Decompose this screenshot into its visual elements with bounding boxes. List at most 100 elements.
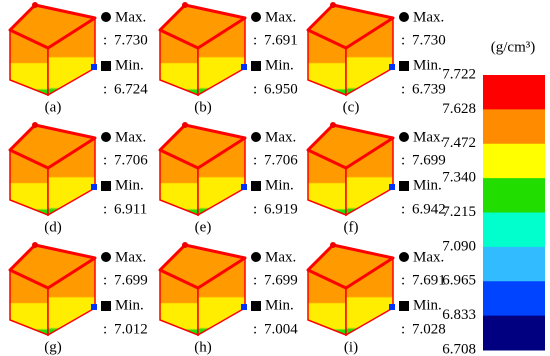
separator: : <box>401 321 405 337</box>
min-label: Min. <box>115 297 144 313</box>
density-shape <box>306 240 397 337</box>
max-value: 7.699 <box>412 152 446 168</box>
max-label: Max. <box>413 249 444 265</box>
density-shape <box>8 240 99 337</box>
min-value: 6.724 <box>114 81 148 97</box>
min-value: 6.739 <box>412 81 446 97</box>
colorbar-tick: 7.722 <box>442 66 476 82</box>
max-marker <box>251 252 261 262</box>
separator: : <box>253 152 257 168</box>
max-label: Max. <box>115 129 146 145</box>
min-label: Min. <box>115 57 144 73</box>
min-value: 6.911 <box>114 201 147 217</box>
colorbar-band <box>483 143 545 179</box>
max-label: Max. <box>115 249 146 265</box>
max-value: 7.691 <box>264 32 298 48</box>
panel-label: (e) <box>195 219 212 235</box>
min-value: 6.950 <box>264 81 298 97</box>
min-value: 7.012 <box>114 321 148 337</box>
max-label: Max. <box>413 9 444 25</box>
separator: : <box>253 32 257 48</box>
separator: : <box>253 321 257 337</box>
colorbar-unit: (g/cm³) <box>491 39 535 55</box>
separator: : <box>401 32 405 48</box>
max-value: 7.699 <box>114 272 148 288</box>
separator: : <box>401 201 405 217</box>
colorbar-tick: 7.340 <box>442 170 476 186</box>
max-marker <box>251 12 261 22</box>
colorbar-tick: 7.472 <box>442 135 476 151</box>
min-label: Min. <box>265 297 294 313</box>
max-label: Max. <box>265 9 296 25</box>
max-value: 7.691 <box>412 272 446 288</box>
max-label: Max. <box>413 129 444 145</box>
min-value: 6.919 <box>264 201 298 217</box>
panel-label: (f) <box>344 219 359 235</box>
colorbar-tick: 7.628 <box>442 101 476 117</box>
colorbar-tick: 6.965 <box>442 273 476 289</box>
separator: : <box>103 152 107 168</box>
min-value: 7.004 <box>264 321 298 337</box>
separator: : <box>401 272 405 288</box>
density-shape <box>158 240 249 337</box>
min-label: Min. <box>115 177 144 193</box>
colorbar-tick: 6.833 <box>442 307 476 323</box>
min-label: Min. <box>413 297 442 313</box>
max-label: Max. <box>115 9 146 25</box>
panel-label: (a) <box>45 99 62 115</box>
min-marker <box>101 301 111 311</box>
separator: : <box>103 321 107 337</box>
min-marker <box>251 181 261 191</box>
colorbar-band <box>483 281 545 317</box>
separator: : <box>253 81 257 97</box>
min-label: Min. <box>265 57 294 73</box>
max-marker <box>101 252 111 262</box>
density-shape <box>8 120 99 217</box>
min-label: Min. <box>413 177 442 193</box>
min-marker <box>399 301 409 311</box>
max-marker <box>101 132 111 142</box>
colorbar-band <box>483 246 545 282</box>
max-marker <box>101 12 111 22</box>
max-label: Max. <box>265 249 296 265</box>
colorbar-band <box>483 178 545 213</box>
separator: : <box>401 152 405 168</box>
separator: : <box>253 272 257 288</box>
density-shape <box>306 0 397 97</box>
colorbar-band <box>483 75 545 110</box>
separator: : <box>103 81 107 97</box>
max-value: 7.699 <box>264 272 298 288</box>
panel-label: (c) <box>343 99 360 115</box>
colorbar-band <box>483 109 545 145</box>
separator: : <box>103 32 107 48</box>
min-value: 7.028 <box>412 321 446 337</box>
max-marker <box>399 252 409 262</box>
density-shape <box>158 120 249 217</box>
max-label: Max. <box>265 129 296 145</box>
min-marker <box>251 301 261 311</box>
separator: : <box>401 81 405 97</box>
colorbar-band <box>483 315 545 351</box>
max-value: 7.730 <box>114 32 148 48</box>
density-shape <box>158 0 249 97</box>
max-value: 7.706 <box>114 152 148 168</box>
separator: : <box>253 201 257 217</box>
separator: : <box>103 201 107 217</box>
separator: : <box>103 272 107 288</box>
max-marker <box>399 12 409 22</box>
min-label: Min. <box>265 177 294 193</box>
max-marker <box>399 132 409 142</box>
max-value: 7.706 <box>264 152 298 168</box>
min-label: Min. <box>413 57 442 73</box>
panel-label: (d) <box>44 219 62 235</box>
density-shape <box>8 0 99 97</box>
